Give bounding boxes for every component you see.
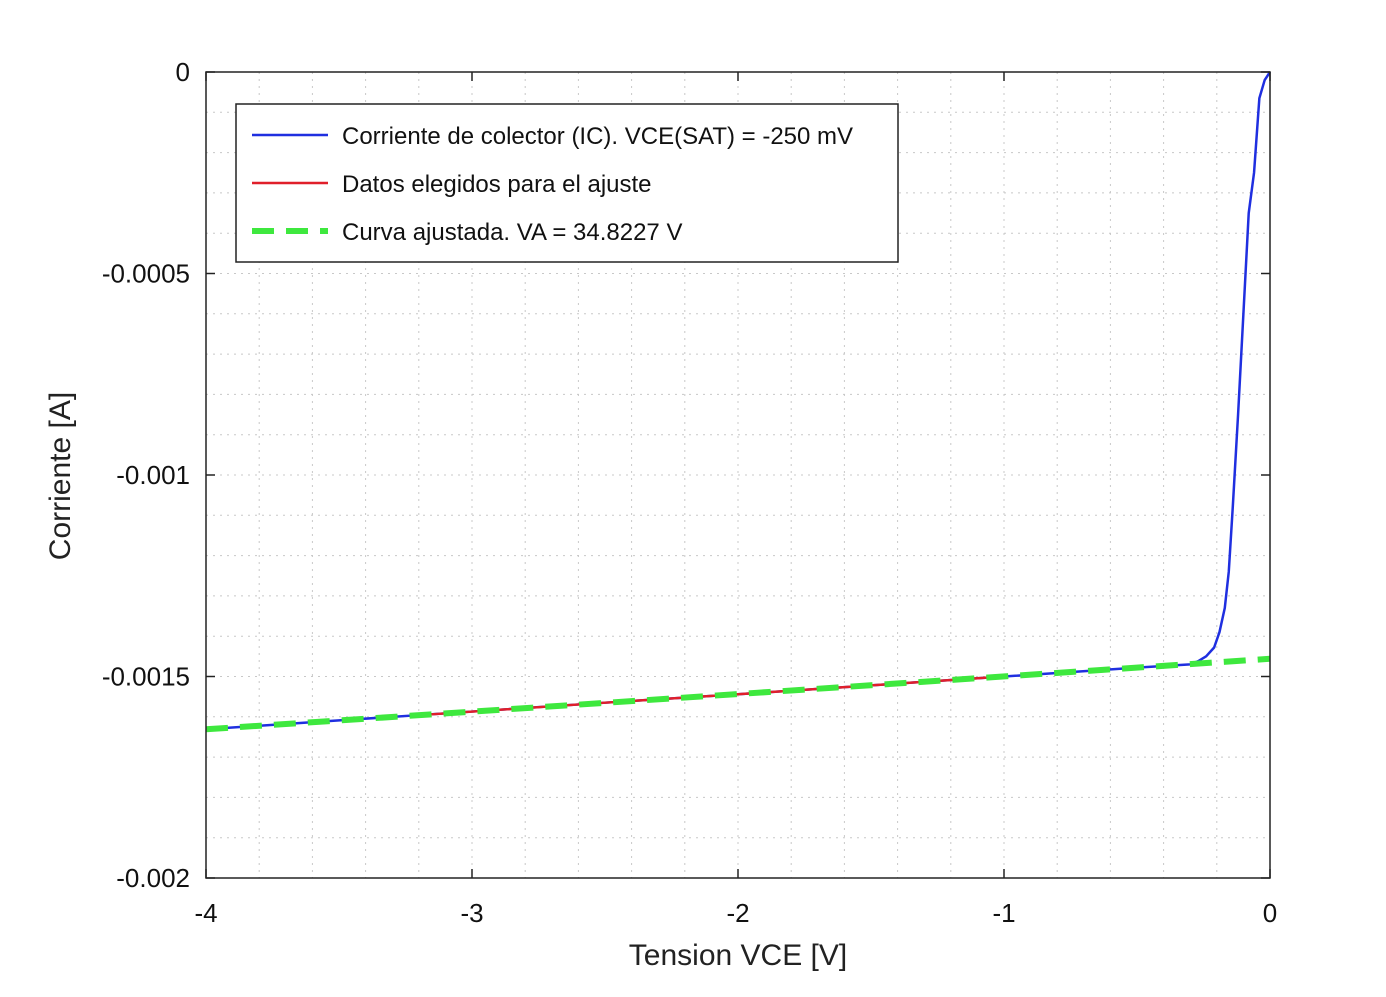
legend: Corriente de colector (IC). VCE(SAT) = -… xyxy=(235,103,899,263)
legend-box xyxy=(235,103,899,263)
x-tick-label: -1 xyxy=(992,898,1015,928)
x-tick-label: -2 xyxy=(726,898,749,928)
legend-label-fit-data: Datos elegidos para el ajuste xyxy=(342,171,652,198)
y-tick-label: 0 xyxy=(176,57,190,87)
ticks: -4 -3 -2 -1 0 0 -0.0005 -0.001 -0.0015 -0.002 xyxy=(102,57,1277,928)
x-tick-label: -4 xyxy=(194,898,217,928)
y-tick-label: -0.001 xyxy=(116,460,190,490)
legend-label-fit-curve: Curva ajustada. VA = 34.8227 V xyxy=(342,219,682,246)
x-tick-label: -3 xyxy=(460,898,483,928)
series-line-fitted-curve xyxy=(205,655,1271,733)
x-axis-label: Tension VCE [V] xyxy=(629,939,847,972)
x-tick-label: 0 xyxy=(1263,898,1277,928)
series-line-fit-data xyxy=(418,675,1005,717)
series-layer xyxy=(205,71,1272,733)
y-axis-label: Corriente [A] xyxy=(44,392,77,560)
y-tick-label: -0.0005 xyxy=(102,259,190,289)
legend-label-ic: Corriente de colector (IC). VCE(SAT) = -… xyxy=(342,123,853,150)
y-tick-label: -0.0015 xyxy=(102,662,190,692)
y-tick-label: -0.002 xyxy=(116,863,190,893)
